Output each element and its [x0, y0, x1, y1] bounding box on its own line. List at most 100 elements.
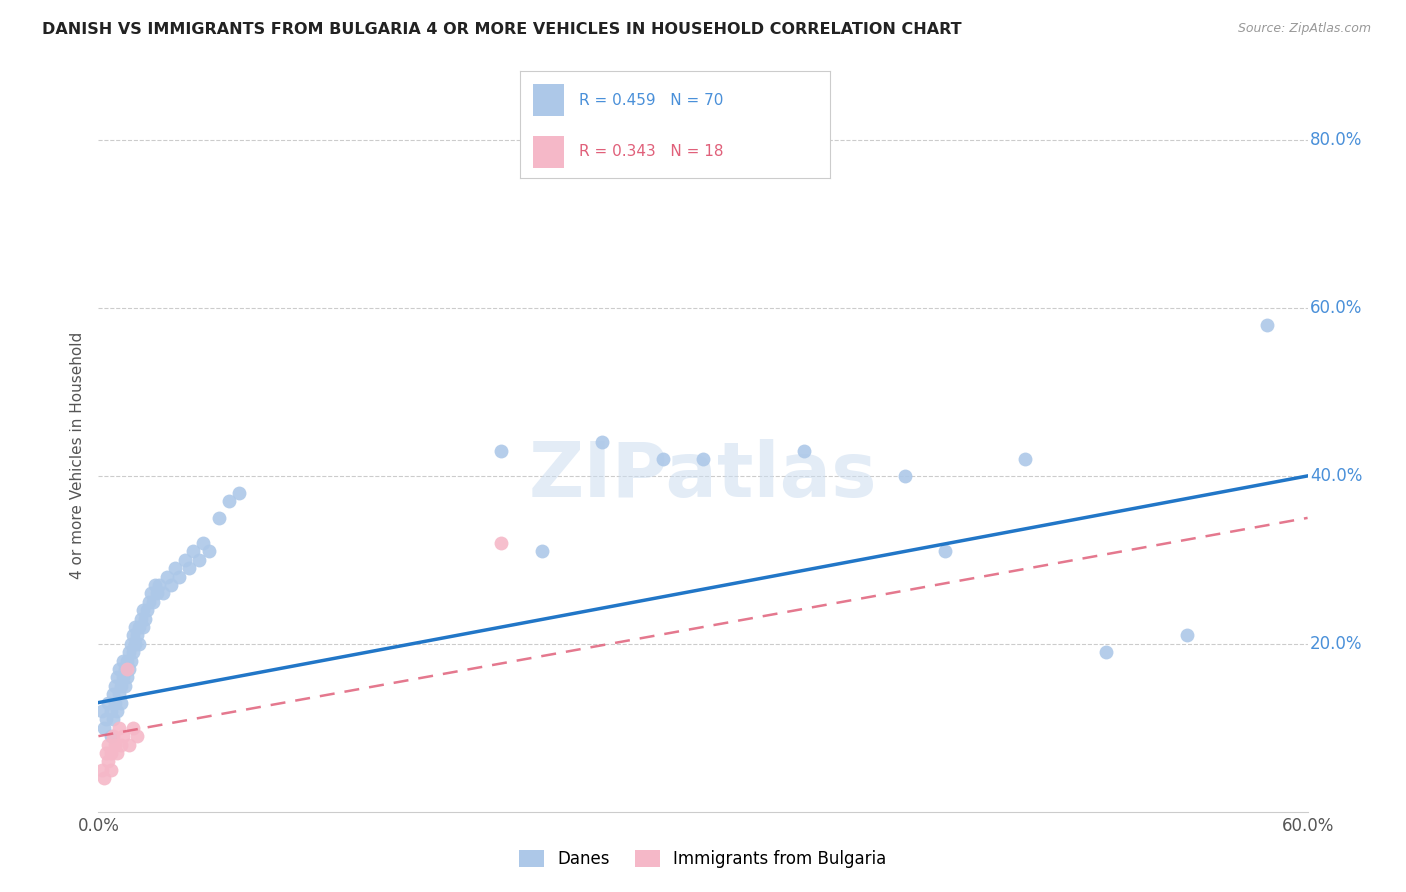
- Point: [93, 721, 115, 735]
- Point: [115, 654, 138, 668]
- Point: [91, 763, 114, 777]
- Text: 20.0%: 20.0%: [1310, 635, 1362, 653]
- Point: [111, 729, 134, 743]
- Point: [591, 435, 613, 450]
- Point: [793, 443, 815, 458]
- Point: [125, 729, 148, 743]
- Point: [120, 637, 142, 651]
- Point: [692, 452, 714, 467]
- Point: [193, 536, 215, 550]
- Point: [124, 637, 146, 651]
- Point: [101, 687, 124, 701]
- Text: DANISH VS IMMIGRANTS FROM BULGARIA 4 OR MORE VEHICLES IN HOUSEHOLD CORRELATION C: DANISH VS IMMIGRANTS FROM BULGARIA 4 OR …: [42, 22, 962, 37]
- Point: [111, 654, 134, 668]
- Point: [124, 620, 146, 634]
- Point: [132, 620, 155, 634]
- Point: [128, 637, 150, 651]
- Text: 60.0%: 60.0%: [1310, 299, 1362, 317]
- Point: [1095, 645, 1118, 659]
- Point: [135, 603, 157, 617]
- Point: [97, 696, 120, 710]
- Point: [110, 738, 132, 752]
- Point: [181, 544, 204, 558]
- Point: [138, 595, 160, 609]
- Point: [160, 578, 183, 592]
- Point: [132, 603, 155, 617]
- Point: [114, 662, 136, 676]
- Point: [118, 645, 141, 659]
- Point: [121, 628, 143, 642]
- Point: [100, 746, 122, 760]
- Point: [177, 561, 201, 575]
- Point: [125, 628, 148, 642]
- Text: ZIPatlas: ZIPatlas: [529, 440, 877, 513]
- Point: [198, 544, 221, 558]
- Point: [103, 738, 125, 752]
- Point: [228, 485, 250, 500]
- Point: [218, 494, 240, 508]
- Point: [115, 670, 138, 684]
- Point: [1256, 318, 1278, 332]
- Point: [100, 763, 122, 777]
- Point: [530, 544, 553, 558]
- Point: [103, 679, 125, 693]
- Point: [121, 645, 143, 659]
- Point: [96, 746, 118, 760]
- Point: [110, 679, 132, 693]
- Text: 40.0%: 40.0%: [1310, 467, 1362, 485]
- Point: [156, 569, 179, 583]
- Point: [174, 553, 197, 567]
- Legend: Danes, Immigrants from Bulgaria: Danes, Immigrants from Bulgaria: [513, 843, 893, 875]
- Text: 80.0%: 80.0%: [1310, 131, 1362, 149]
- Point: [152, 586, 174, 600]
- Point: [107, 687, 129, 701]
- Point: [100, 704, 122, 718]
- Point: [146, 586, 169, 600]
- Point: [491, 536, 513, 550]
- Point: [128, 620, 150, 634]
- Point: [167, 569, 190, 583]
- Point: [105, 670, 128, 684]
- Y-axis label: 4 or more Vehicles in Household: 4 or more Vehicles in Household: [70, 331, 86, 579]
- Point: [114, 679, 136, 693]
- Point: [96, 712, 118, 726]
- Text: Source: ZipAtlas.com: Source: ZipAtlas.com: [1237, 22, 1371, 36]
- Point: [188, 553, 211, 567]
- Point: [129, 612, 152, 626]
- Point: [115, 662, 138, 676]
- Text: R = 0.343   N = 18: R = 0.343 N = 18: [579, 145, 724, 159]
- Point: [148, 578, 170, 592]
- FancyBboxPatch shape: [533, 84, 564, 116]
- Point: [110, 696, 132, 710]
- Text: R = 0.459   N = 70: R = 0.459 N = 70: [579, 93, 723, 108]
- Point: [1014, 452, 1036, 467]
- Point: [107, 662, 129, 676]
- Point: [121, 721, 143, 735]
- Point: [208, 511, 231, 525]
- Point: [93, 771, 115, 785]
- Point: [105, 746, 128, 760]
- Point: [105, 704, 128, 718]
- Point: [142, 595, 165, 609]
- Point: [134, 612, 156, 626]
- Point: [101, 712, 124, 726]
- Point: [893, 469, 915, 483]
- Point: [934, 544, 956, 558]
- Point: [101, 729, 124, 743]
- Point: [143, 578, 166, 592]
- Point: [97, 755, 120, 769]
- Point: [118, 738, 141, 752]
- Point: [651, 452, 673, 467]
- Point: [111, 670, 134, 684]
- Point: [139, 586, 162, 600]
- Point: [120, 654, 142, 668]
- Point: [91, 704, 114, 718]
- Point: [163, 561, 186, 575]
- Point: [491, 443, 513, 458]
- FancyBboxPatch shape: [533, 136, 564, 168]
- Point: [1175, 628, 1198, 642]
- Point: [118, 662, 141, 676]
- Point: [100, 729, 122, 743]
- Point: [107, 721, 129, 735]
- Point: [103, 696, 125, 710]
